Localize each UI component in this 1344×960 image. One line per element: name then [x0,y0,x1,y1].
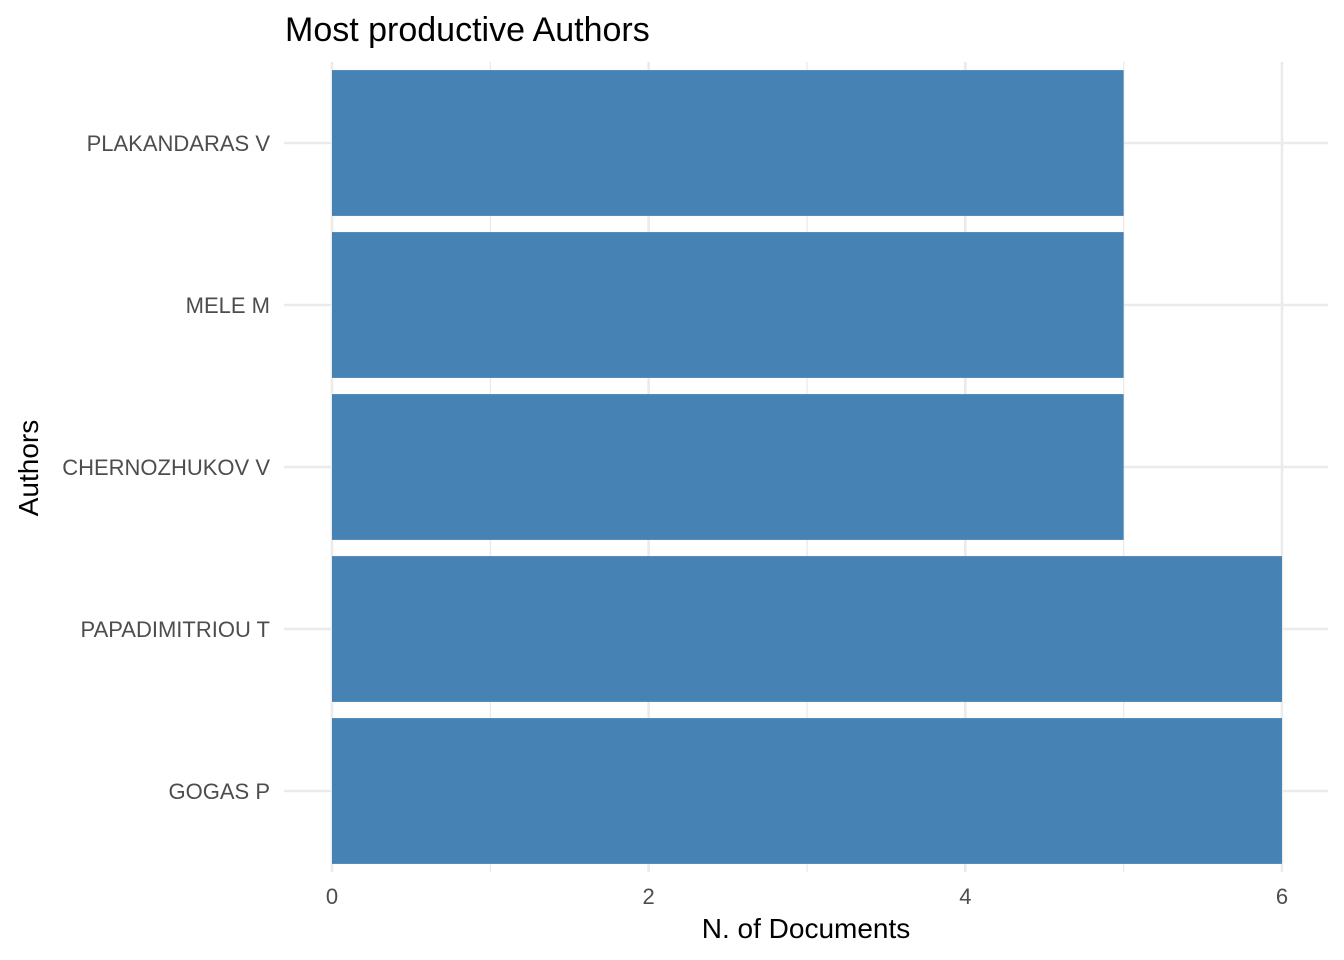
bars [332,70,1282,864]
bar [332,718,1282,864]
x-tick-label: 4 [959,884,971,909]
bar [332,232,1124,378]
x-axis-tick-labels: 0 2 4 6 [326,884,1288,909]
x-tick-label: 6 [1276,884,1288,909]
x-tick-label: 2 [643,884,655,909]
chart-title: Most productive Authors [285,11,650,49]
y-axis-title: Authors [13,420,44,517]
y-tick-label: MELE M [186,293,270,318]
y-tick-label: PAPADIMITRIOU T [81,617,270,642]
y-axis-tick-labels: GOGAS P PAPADIMITRIOU T CHERNOZHUKOV V MELE… [62,131,270,804]
y-tick-label: PLAKANDARAS V [87,131,271,156]
y-tick-label: CHERNOZHUKOV V [62,455,270,480]
x-tick-label: 0 [326,884,338,909]
bar [332,70,1124,216]
x-axis-title: N. of Documents [702,913,911,944]
bar [332,556,1282,702]
bar [332,394,1124,540]
y-tick-label: GOGAS P [169,779,270,804]
